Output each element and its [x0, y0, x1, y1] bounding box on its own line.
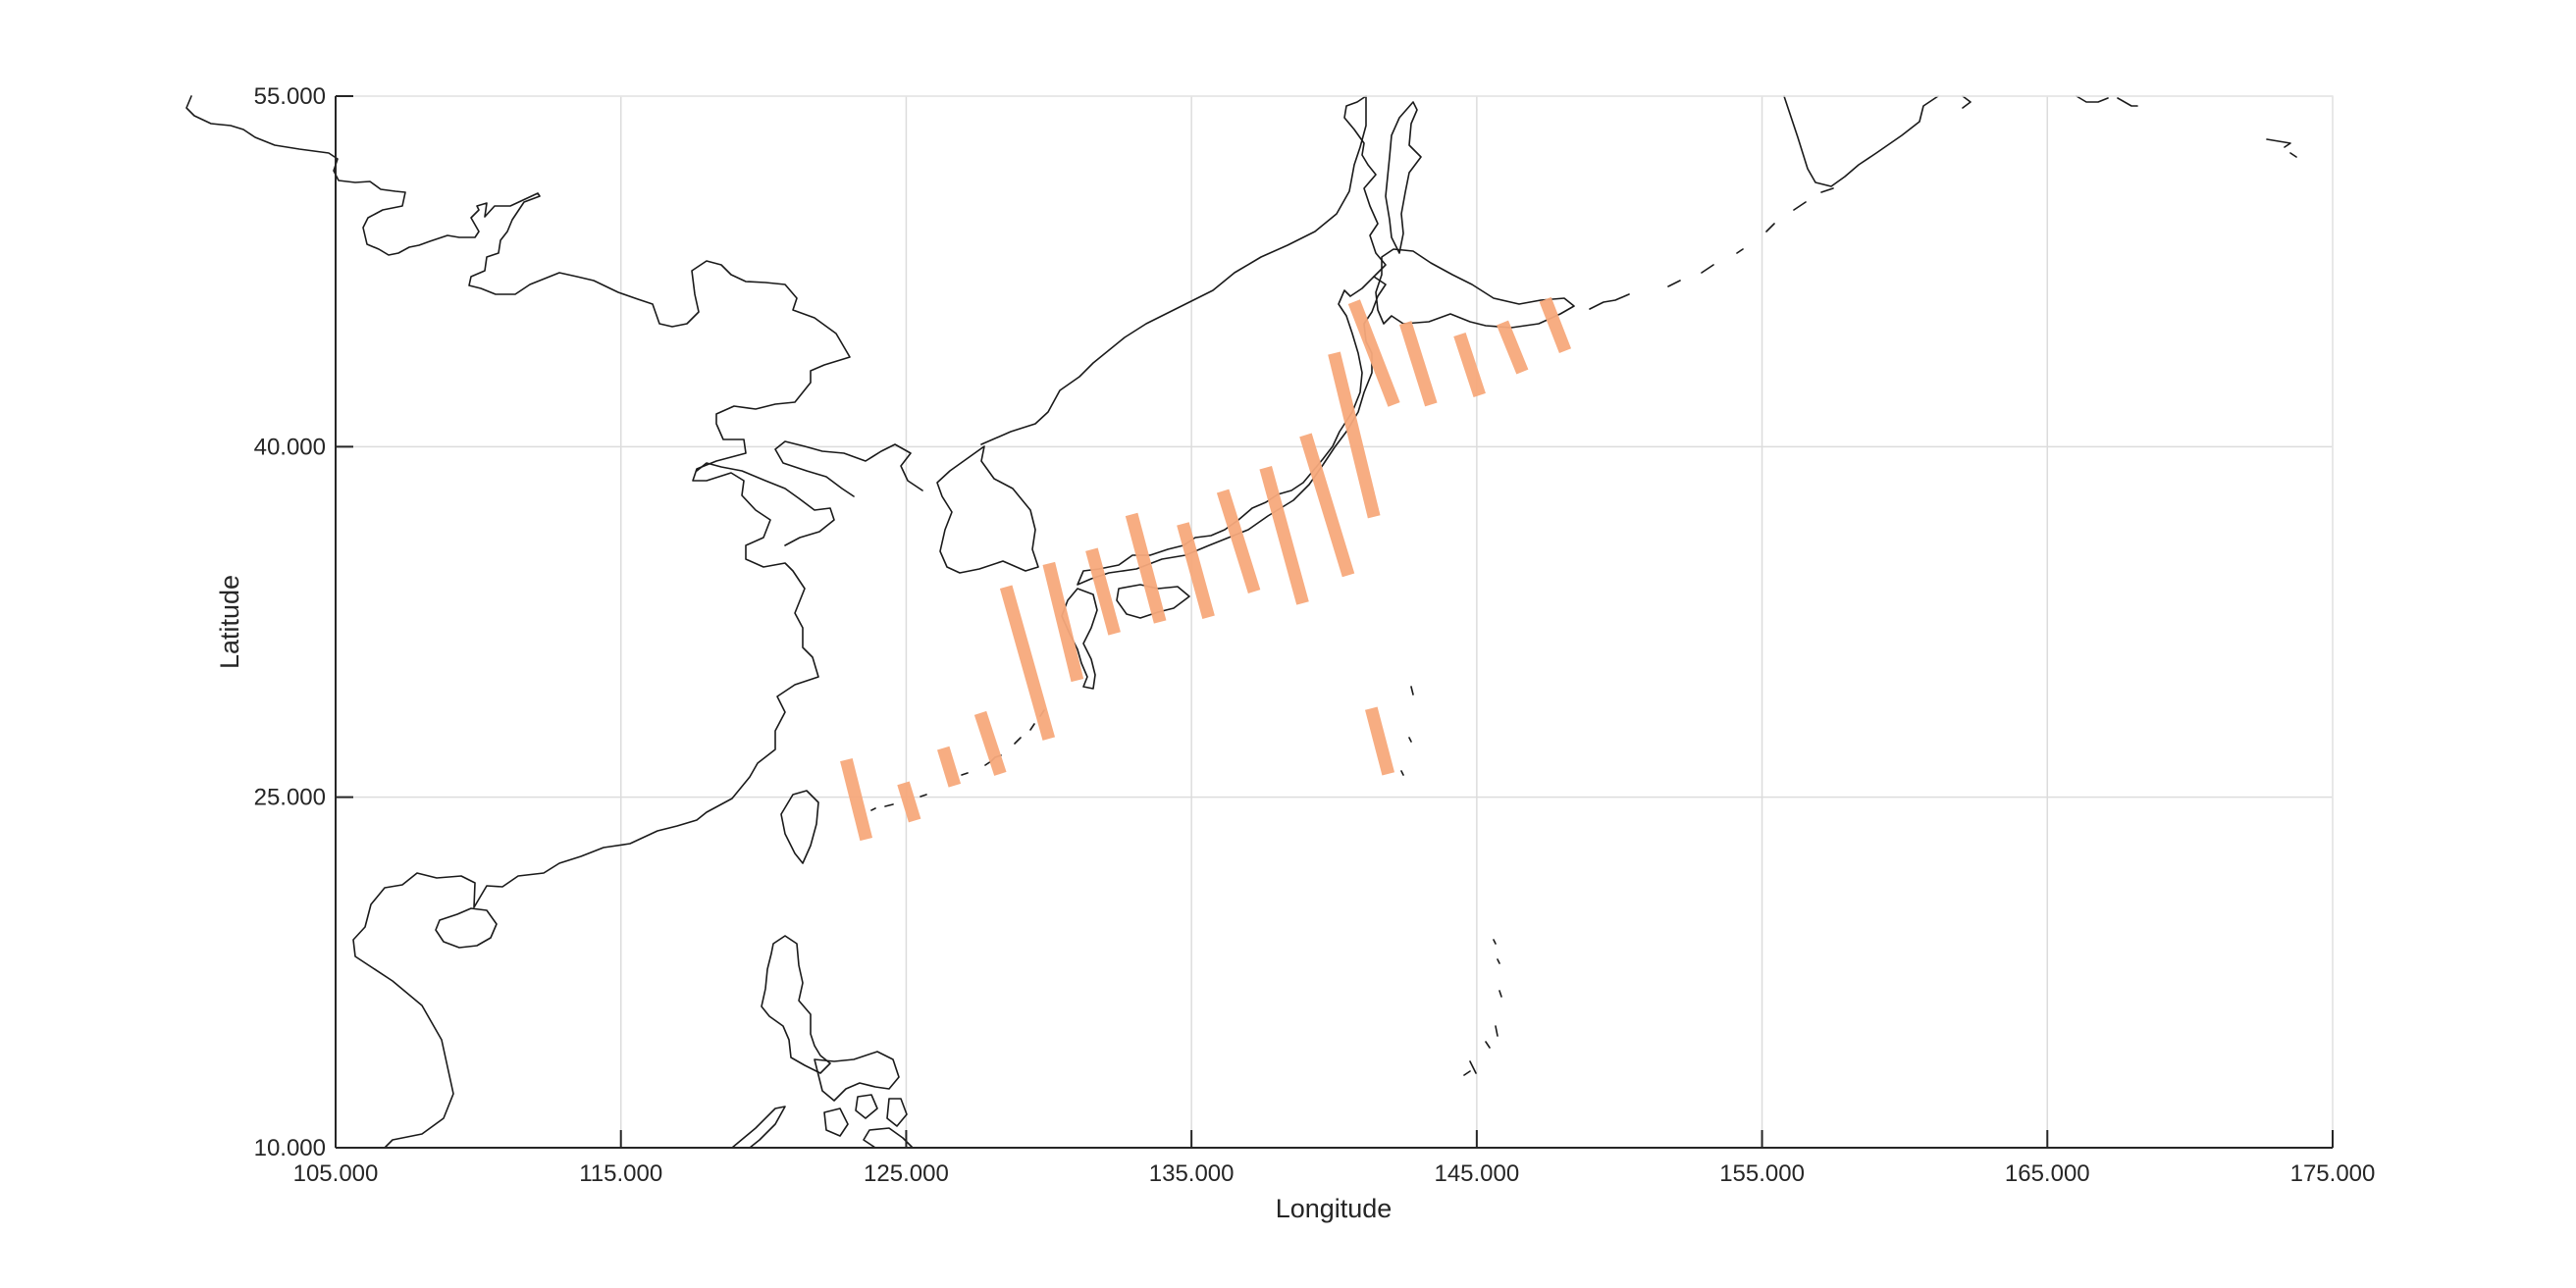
- coastline-kuril-islands: [1589, 187, 1834, 310]
- y-axis-label: Latitude: [215, 575, 244, 669]
- satellite-swaths: [840, 296, 1572, 842]
- y-tick-label-3: 55.000: [254, 83, 326, 110]
- x-tick-label-5: 155.000: [1719, 1160, 1805, 1187]
- swath-5: [999, 585, 1056, 741]
- swath-12: [1299, 433, 1355, 578]
- coastline-kamchatka: [1783, 95, 1971, 187]
- coastline-korean-peninsula: [936, 445, 1039, 574]
- y-tick-label-1: 25.000: [254, 785, 326, 811]
- coastline-shandong: [696, 462, 835, 546]
- swath-19: [1539, 296, 1572, 354]
- x-tick-label-0: 105.000: [293, 1160, 379, 1187]
- y-tick-label-0: 10.000: [254, 1135, 326, 1161]
- swath-6: [1042, 561, 1084, 683]
- coastline-liaodong: [774, 440, 923, 497]
- coastline-hokkaido-island: [1375, 248, 1575, 329]
- coastline-sakhalin: [1385, 101, 1422, 254]
- swath-13: [1328, 351, 1381, 519]
- x-tick-label-6: 165.000: [2005, 1160, 2090, 1187]
- x-axis-ticks: 105.000 115.000 125.000 135.000 145.000 155.0…: [293, 1130, 2376, 1187]
- swath-3: [937, 746, 962, 788]
- coastline-hokkaido: [1343, 95, 1387, 278]
- plot-axes: 105.000 115.000 125.000 135.000 145.000 155.0…: [185, 83, 2376, 1187]
- coastline-luzon: [761, 935, 831, 1074]
- x-tick-label-3: 135.000: [1149, 1160, 1235, 1187]
- swath-1: [840, 757, 873, 842]
- swath-17: [1453, 332, 1486, 397]
- coastline-visayas: [731, 1051, 914, 1149]
- x-axis-label: Longitude: [1276, 1194, 1393, 1223]
- x-tick-label-4: 145.000: [1434, 1160, 1519, 1187]
- y-tick-label-2: 40.000: [254, 434, 326, 460]
- swath-4: [973, 710, 1007, 776]
- x-tick-label-7: 175.000: [2290, 1160, 2376, 1187]
- coastline-taiwan: [780, 790, 819, 864]
- swath-2: [897, 781, 921, 823]
- swath-10: [1216, 489, 1261, 593]
- swath-14: [1347, 299, 1400, 407]
- swath-11: [1259, 466, 1309, 605]
- coastline-korea: [980, 95, 1367, 445]
- y-axis-ticks: 10.000 25.000 40.000 55.000: [254, 83, 353, 1161]
- swath-9: [1177, 522, 1215, 619]
- coastline-aleutians: [2076, 95, 2297, 158]
- x-tick-label-1: 115.000: [579, 1160, 662, 1187]
- swath-18: [1497, 320, 1529, 375]
- coastline-hainan: [435, 907, 498, 949]
- coastline-izu-ogasawara: [1400, 686, 1502, 1076]
- swath-15: [1365, 706, 1395, 776]
- swath-7: [1085, 547, 1121, 636]
- x-tick-label-2: 125.000: [864, 1160, 949, 1187]
- swath-16: [1398, 321, 1438, 407]
- plot-area: [336, 96, 2333, 1148]
- swath-8: [1125, 512, 1167, 624]
- coastline-mainland-asia: [185, 95, 851, 1149]
